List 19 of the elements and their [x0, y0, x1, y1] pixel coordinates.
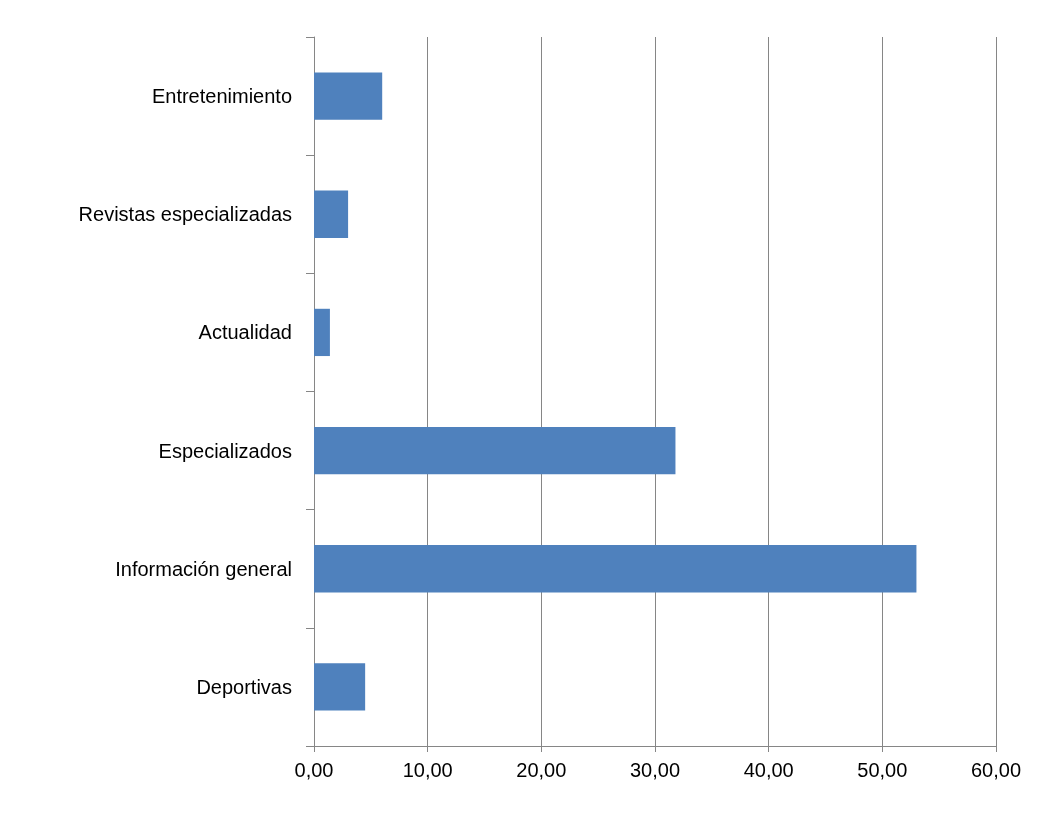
y-tick-label: Revistas especializadas [78, 203, 292, 226]
bar [314, 308, 330, 357]
y-tick-label: Especializados [158, 439, 292, 462]
x-tick-label: 60,00 [970, 759, 1022, 781]
x-tick-label: 50,00 [857, 759, 908, 781]
bar [314, 426, 676, 475]
x-tick-label: 40,00 [743, 759, 794, 781]
y-tick-label: Información general [115, 557, 292, 580]
bar [314, 663, 366, 711]
bar [314, 72, 383, 120]
bar [314, 545, 917, 593]
y-tick-label: Deportivas [196, 675, 292, 698]
x-tick-label: 20,00 [516, 759, 567, 781]
bar [314, 190, 349, 238]
x-tick-label: 0,00 [294, 759, 334, 781]
x-tick-label: 30,00 [629, 759, 681, 781]
y-tick-label: Actualidad [198, 321, 292, 344]
x-tick-label: 10,00 [402, 759, 453, 781]
y-tick-label: Entretenimiento [151, 85, 292, 108]
